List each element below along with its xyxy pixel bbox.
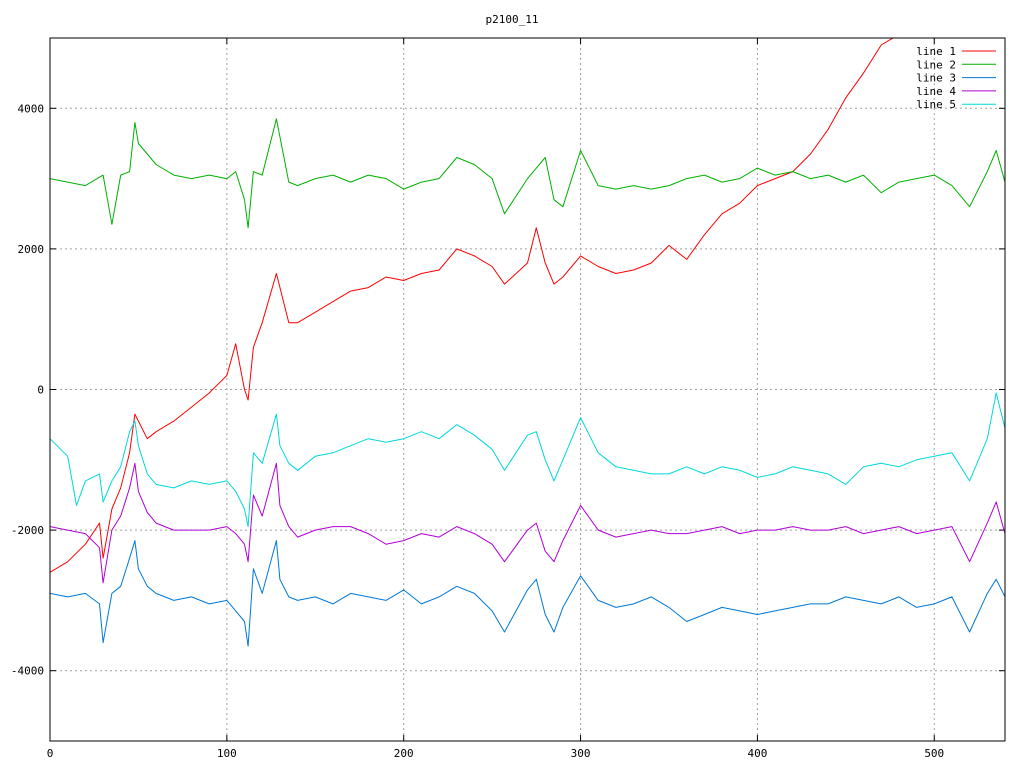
series-line-5 (50, 392, 1005, 528)
y-tick-label: 0 (37, 384, 44, 397)
x-tick-label: 400 (747, 747, 767, 760)
series-lines (50, 38, 1005, 647)
legend-label: line 3 (916, 72, 956, 85)
y-tick-label: -2000 (11, 524, 44, 537)
x-tick-label: 500 (924, 747, 944, 760)
legend-label: line 5 (916, 98, 956, 111)
y-tick-label: 4000 (18, 102, 45, 115)
series-line-1 (50, 38, 894, 573)
x-tick-label: 100 (217, 747, 237, 760)
x-tick-label: 200 (394, 747, 414, 760)
legend-label: line 1 (916, 45, 956, 58)
legend-label: line 4 (916, 85, 956, 98)
grid-lines (50, 38, 1005, 741)
series-line-2 (50, 118, 1005, 229)
x-tick-label: 0 (47, 747, 54, 760)
chart-title: p2100_11 (486, 13, 539, 26)
legend-label: line 2 (916, 58, 956, 71)
plot-area-border (49, 37, 1006, 742)
series-line-4 (50, 462, 1005, 584)
x-tick-label: 300 (571, 747, 591, 760)
y-tick-label: -4000 (11, 665, 44, 678)
y-tick-label: 2000 (18, 243, 45, 256)
series-line-3 (50, 540, 1005, 647)
axis-ticks: 0 100 200 300 400 500 -4000 -2000 0 2000 4000 (11, 38, 1005, 760)
